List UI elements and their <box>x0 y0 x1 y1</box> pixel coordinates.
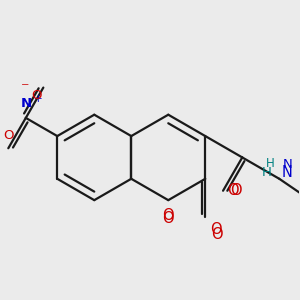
Text: ⁻: ⁻ <box>21 80 29 95</box>
Text: O: O <box>227 183 239 198</box>
Text: O: O <box>163 211 174 226</box>
Text: N: N <box>20 97 32 110</box>
Text: O: O <box>163 208 174 223</box>
Text: O: O <box>230 183 242 198</box>
Text: O: O <box>31 89 41 102</box>
Text: O: O <box>210 222 221 237</box>
Text: O: O <box>3 129 13 142</box>
Text: H: H <box>261 166 271 178</box>
Text: O: O <box>211 226 223 242</box>
Text: H: H <box>266 157 274 169</box>
Text: N: N <box>282 158 292 171</box>
Text: N: N <box>281 165 292 180</box>
Text: +: + <box>34 94 43 104</box>
